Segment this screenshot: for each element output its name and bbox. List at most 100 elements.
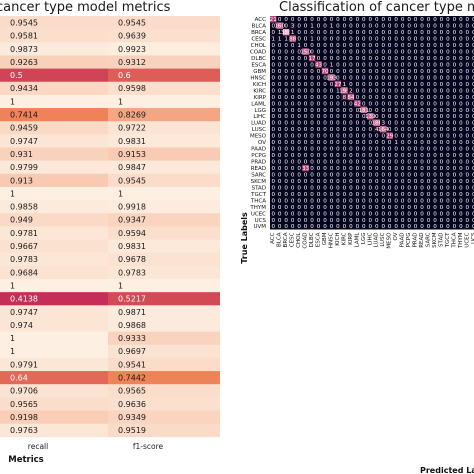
- cm-cell-value: 0: [362, 127, 366, 133]
- cm-cell-value: 0: [278, 50, 282, 56]
- cm-row-label: BRCA: [251, 30, 266, 36]
- cm-cell: [373, 119, 380, 126]
- cm-cell: [282, 28, 290, 36]
- cm-cell-value: 0: [323, 108, 327, 114]
- cm-cell-value: 0: [375, 147, 379, 153]
- cm-cell-value: 0: [401, 62, 405, 68]
- cm-row-label: SARC: [251, 172, 266, 178]
- cm-cell-value: 0: [369, 62, 373, 68]
- cm-cell-value: 0: [375, 224, 379, 230]
- cm-cell-value: 0: [381, 69, 385, 75]
- cm-cell-value: 0: [388, 205, 392, 211]
- cm-cell-value: 0: [284, 185, 288, 191]
- cm-cell-value: 3: [291, 24, 295, 30]
- cm-cell-value: 0: [407, 56, 411, 62]
- cm-cell-value: 0: [381, 134, 385, 140]
- cm-cell-value: 0: [297, 166, 301, 172]
- cm-cell-value: 0: [336, 192, 340, 198]
- metric-value-label: 0.9783: [10, 255, 38, 264]
- metric-cell: [0, 42, 108, 56]
- cm-cell-value: 0: [427, 179, 431, 185]
- cm-cell-value: 0: [362, 172, 366, 178]
- cm-cell-value: 0: [323, 192, 327, 198]
- cm-cell-value: 0: [317, 17, 321, 23]
- cm-row-label: ESCA: [251, 62, 266, 68]
- cm-cell-value: 0: [323, 82, 327, 88]
- cm-cell-value: 0: [401, 218, 405, 224]
- cm-cell-value: 0: [466, 24, 470, 30]
- metric-value-label: 0.9347: [118, 216, 146, 225]
- cm-cell-value: 0: [394, 69, 398, 75]
- cm-cell-value: 0: [388, 192, 392, 198]
- cm-cell-value: 0: [466, 205, 470, 211]
- cm-cell-value: 0: [388, 153, 392, 159]
- cm-cell-value: 0: [414, 127, 418, 133]
- cm-cell-value: 0: [297, 134, 301, 140]
- cm-cell-value: 0: [407, 101, 411, 107]
- cm-cell-value: 0: [427, 50, 431, 56]
- cm-cell-value: 0: [420, 192, 424, 198]
- cm-cell-value: 0: [349, 62, 353, 68]
- cm-cell-value: 0: [433, 218, 437, 224]
- cm-cell-value: 0: [401, 24, 405, 30]
- cm-cell-value: 0: [440, 30, 444, 36]
- cm-cell-value: 0: [446, 24, 450, 30]
- metric-value-label: 0.9545: [10, 18, 38, 27]
- cm-cell-value: 0: [401, 37, 405, 43]
- cm-cell-value: 0: [349, 24, 353, 30]
- cm-cell-value: 0: [453, 62, 457, 68]
- cm-cell-value: 0: [446, 198, 450, 204]
- cm-cell-value: 0: [278, 62, 282, 68]
- cm-cell-value: 0: [466, 211, 470, 217]
- cm-cell-value: 0: [343, 24, 347, 30]
- cm-cell-value: 33: [302, 166, 310, 172]
- cm-cell-value: 0: [446, 205, 450, 211]
- cm-cell-value: 0: [317, 69, 321, 75]
- cm-cell-value: 0: [271, 50, 275, 56]
- cm-cell-value: 0: [466, 127, 470, 133]
- cm-cell-value: 0: [427, 153, 431, 159]
- cm-cell-value: 0: [420, 147, 424, 153]
- cm-cell: [367, 113, 374, 120]
- cm-cell-value: 0: [310, 43, 314, 49]
- metric-cell: [108, 423, 220, 438]
- cm-cell-value: 0: [369, 30, 373, 36]
- cm-cell-value: 0: [420, 75, 424, 81]
- cm-cell-value: 0: [388, 121, 392, 127]
- cm-cell-value: 0: [381, 43, 385, 49]
- cm-cell-value: 0: [284, 101, 288, 107]
- cm-cell-value: 0: [369, 166, 373, 172]
- cm-cell-value: 0: [278, 88, 282, 94]
- cm-cell-value: 0: [407, 43, 411, 49]
- metric-cell: [108, 147, 220, 161]
- cm-cell-value: 0: [330, 82, 334, 88]
- cm-cell-value: 0: [343, 114, 347, 120]
- cm-cell-value: 0: [440, 205, 444, 211]
- cm-cell-value: 0: [407, 95, 411, 101]
- cm-cell-value: 0: [291, 224, 295, 230]
- cm-cell-value: 43: [315, 62, 323, 68]
- cm-row-label: MESO: [250, 134, 267, 140]
- cm-col-label: SKCM: [432, 232, 438, 248]
- cm-cell-value: 0: [330, 134, 334, 140]
- cm-cell: [270, 35, 277, 42]
- cm-cell-value: 0: [472, 37, 474, 43]
- cm-cell-value: 0: [472, 205, 474, 211]
- cm-cell-value: 0: [291, 95, 295, 101]
- metric-cell: [0, 423, 108, 438]
- cm-cell-value: 0: [381, 153, 385, 159]
- metric-value-label: 0.9831: [118, 137, 146, 146]
- cm-col-label: CESC: [290, 232, 296, 247]
- cm-cell-value: 0: [440, 121, 444, 127]
- metric-cell: [0, 305, 108, 319]
- cm-cell-value: 0: [349, 108, 353, 114]
- cm-cell-value: 0: [440, 43, 444, 49]
- cm-cell-value: 0: [427, 172, 431, 178]
- metric-value-label: 0.9639: [118, 32, 146, 41]
- cm-cell-value: 0: [356, 179, 360, 185]
- cm-cell-value: 0: [466, 134, 470, 140]
- metric-cell: [108, 279, 220, 293]
- cm-cell-value: 0: [317, 147, 321, 153]
- cm-cell-value: 0: [297, 198, 301, 204]
- cm-cell-value: 0: [323, 37, 327, 43]
